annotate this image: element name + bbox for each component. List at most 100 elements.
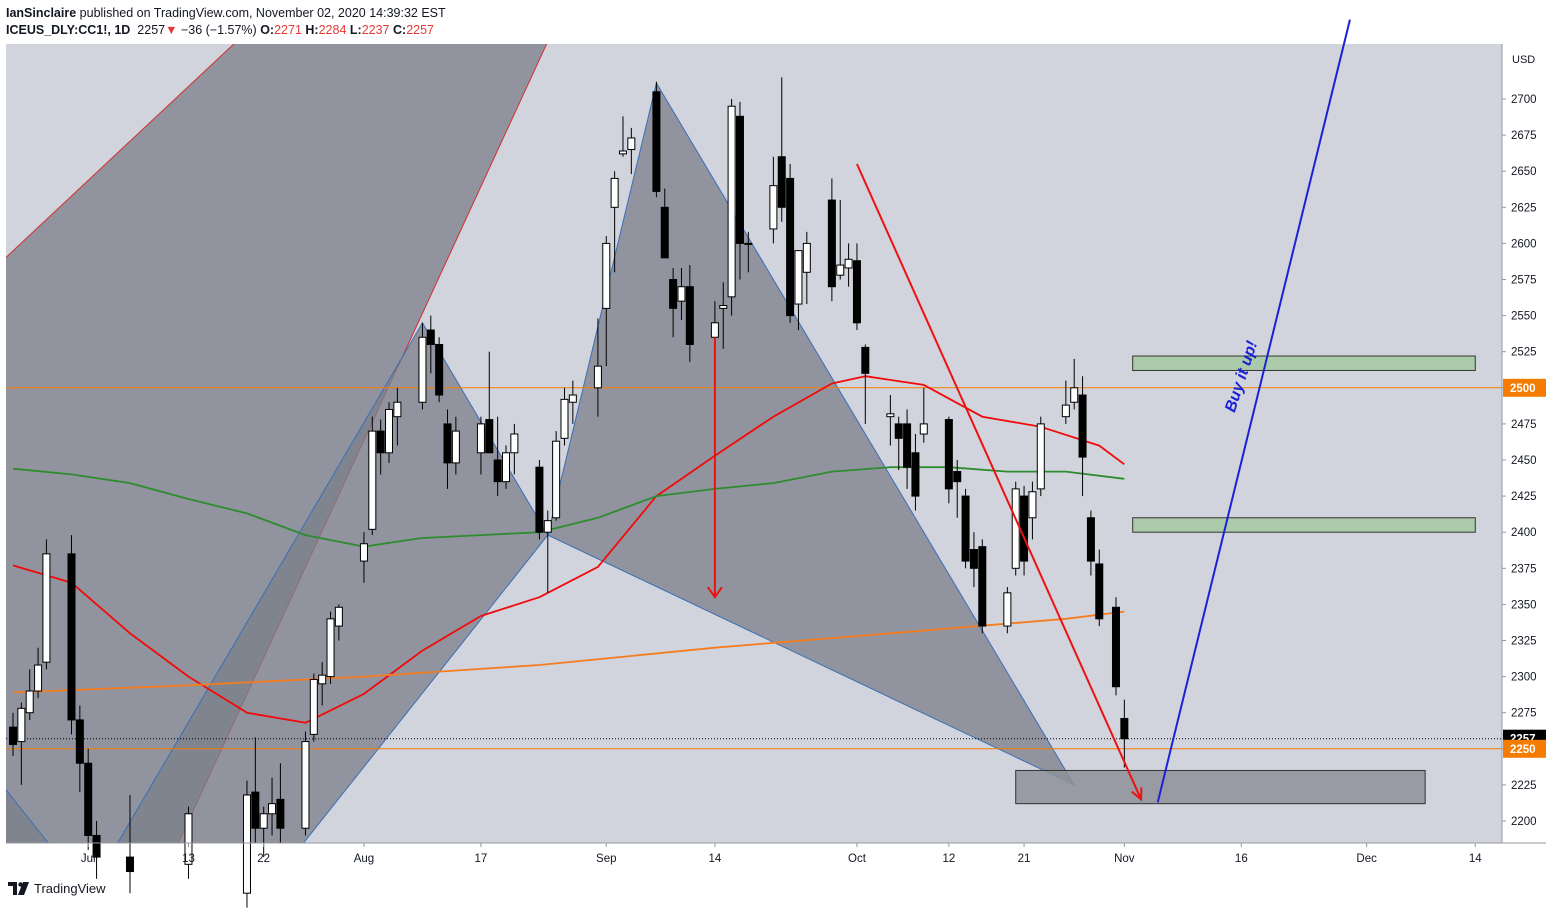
candle: [451, 416, 460, 475]
candle: [961, 488, 970, 569]
candle-body: [1011, 488, 1020, 569]
candle: [660, 188, 669, 259]
open-label: O:: [260, 23, 275, 37]
candle: [1070, 358, 1079, 410]
price-tick-label: 2450: [1511, 455, 1537, 467]
candle-body: [242, 794, 251, 894]
candle: [242, 780, 251, 908]
candle: [1078, 376, 1087, 497]
publish-line: IanSinclaire published on TradingView.co…: [6, 6, 446, 20]
time-tick-label: Nov: [1114, 853, 1135, 865]
candle-body: [727, 105, 736, 298]
candle-body: [1078, 394, 1087, 458]
symbol-name[interactable]: ICEUS_DLY:CC1!, 1D: [6, 23, 131, 37]
candle-body: [652, 91, 661, 192]
candle: [1003, 587, 1012, 634]
candle: [777, 77, 786, 222]
candle: [794, 250, 803, 331]
time-tick-label: Oct: [848, 853, 867, 865]
tradingview-brand[interactable]: TradingView: [34, 881, 106, 897]
candle-body: [301, 741, 310, 829]
candle: [92, 821, 101, 879]
candle-body: [184, 813, 193, 865]
time-tick-label: Dec: [1356, 853, 1377, 865]
candle: [560, 387, 569, 446]
candle-body: [502, 452, 510, 483]
candle-body: [1086, 517, 1095, 562]
candle: [493, 416, 502, 497]
candle: [318, 662, 327, 706]
candle-body: [1111, 606, 1120, 688]
candle-body: [125, 856, 134, 873]
price-label-text: 2250: [1510, 744, 1536, 756]
price-tick-label: 2625: [1511, 202, 1537, 214]
price-axis[interactable]: 2200 2225 2250 2275 2300 2325 2350 2375 2400 2425…: [1502, 94, 1546, 828]
price-change: −36 (−1.57%): [180, 23, 257, 37]
candle: [944, 416, 953, 504]
price-tick-label: 2300: [1511, 672, 1537, 684]
price-tick-label: 2275: [1511, 708, 1537, 720]
candle-body: [268, 803, 277, 815]
candle-body: [593, 365, 602, 389]
price-tick-label: 2375: [1511, 563, 1537, 575]
candle-body: [443, 423, 452, 464]
moving-average-1: [12, 466, 1125, 548]
candle-body: [610, 177, 619, 208]
price-zone-1: [1132, 517, 1476, 533]
candle: [669, 267, 678, 338]
price-tick-label: 2525: [1511, 347, 1537, 359]
candle: [953, 460, 962, 518]
candle-body: [944, 419, 953, 490]
price-tick-label: 2600: [1511, 238, 1537, 250]
candle-body: [543, 520, 552, 533]
candle: [627, 127, 636, 175]
candle: [376, 419, 385, 475]
candle-body: [326, 618, 335, 678]
harmonic-triangle-1: [547, 81, 1076, 787]
candle: [593, 318, 602, 417]
candle: [435, 337, 444, 403]
candle-body: [318, 674, 327, 685]
time-tick-label: Jul: [81, 853, 96, 865]
candle: [301, 731, 310, 836]
candle-body: [309, 678, 318, 735]
last-price: 2257: [137, 23, 166, 37]
candle: [1111, 597, 1120, 696]
candle: [1120, 699, 1129, 768]
candle: [852, 243, 861, 331]
candle-body: [602, 242, 611, 309]
candle: [727, 99, 736, 316]
candle-body: [669, 279, 678, 309]
time-tick-label: 22: [257, 853, 270, 865]
candle: [385, 402, 394, 463]
time-tick-label: 21: [1018, 853, 1031, 865]
candle: [1036, 416, 1045, 497]
candle: [17, 702, 26, 785]
candle: [894, 416, 903, 471]
candle-body: [385, 408, 394, 454]
candle-body: [978, 546, 987, 627]
candle: [393, 387, 402, 446]
candle: [1028, 481, 1037, 540]
candle-body: [75, 719, 84, 764]
candle-body: [393, 401, 402, 418]
time-tick-label: 17: [475, 853, 488, 865]
candle-body: [1003, 592, 1012, 627]
time-axis[interactable]: Jul 13 22 Aug 17 Sep 14 Oct 12 21 Nov 16 Dec 14: [81, 843, 1482, 865]
candle-body: [9, 726, 17, 745]
candle: [125, 795, 134, 894]
candle-body: [660, 206, 669, 259]
author-name[interactable]: IanSinclaire: [6, 6, 77, 20]
candle: [978, 539, 987, 634]
candle: [251, 737, 260, 843]
low-label: L:: [349, 23, 362, 37]
candle: [744, 231, 753, 273]
high-value: 2284: [318, 23, 347, 37]
price-tick-label: 2475: [1511, 419, 1537, 431]
candle-body: [1061, 404, 1070, 418]
price-tick-label: 2200: [1511, 816, 1537, 828]
price-zone-0: [1132, 355, 1476, 371]
moving-average-2: [12, 610, 1125, 694]
high-label: H:: [305, 23, 319, 37]
